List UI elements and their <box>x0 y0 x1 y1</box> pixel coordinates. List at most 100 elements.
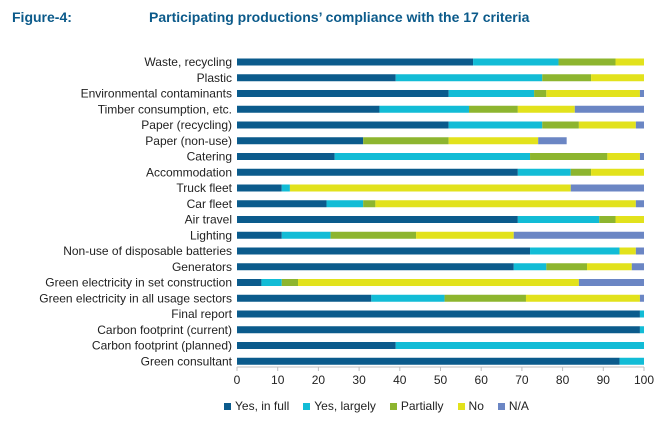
bar-segment-yes-largely <box>639 326 644 334</box>
bar-segment-partially <box>363 200 376 208</box>
category-label: Environmental contaminants <box>81 87 232 101</box>
bar-segment-partially <box>570 168 592 176</box>
bar-segment-n-a <box>578 279 644 286</box>
bar-segment-no <box>298 279 579 286</box>
bar-segment-partially <box>542 121 579 129</box>
bar-segment-partially <box>363 137 449 145</box>
category-label: Waste, recycling <box>144 55 232 69</box>
category-label: Carbon footprint (planned) <box>92 339 232 353</box>
legend-swatch <box>389 402 397 410</box>
bar-segment-no <box>578 121 636 129</box>
bar-segment-n-a <box>513 231 644 239</box>
x-tick-label: 60 <box>475 373 489 387</box>
bar-segment-yes-largely <box>261 279 282 286</box>
bar-segment-n-a <box>635 121 644 129</box>
legend-item: Partially <box>389 399 444 413</box>
bar-segment-no <box>615 216 644 223</box>
x-tick-label: 40 <box>393 373 407 387</box>
x-tick-label: 10 <box>271 373 285 387</box>
bar-segment-yes-largely <box>395 74 543 82</box>
bar-segment-no <box>619 247 636 255</box>
bar-segment-yes-in-full <box>237 247 531 255</box>
bar-segment-partially <box>530 153 608 160</box>
bar-segment-partially <box>534 90 547 97</box>
legend-swatch <box>303 402 311 410</box>
bar-segment-yes-largely <box>448 90 535 97</box>
bar-segment-n-a <box>639 294 644 302</box>
figure-label: Figure-4: <box>12 9 72 25</box>
bar-segment-no <box>525 294 640 302</box>
category-label: Lighting <box>190 228 232 242</box>
bar-segment-yes-in-full <box>237 263 514 271</box>
legend-item: Yes, largely <box>303 399 376 413</box>
x-axis: 0 10 20 30 40 50 60 70 80 90 100 <box>234 366 654 387</box>
bar-segment-partially <box>330 231 417 239</box>
bar-segment-n-a <box>635 247 644 255</box>
category-label: Carbon footprint (current) <box>97 323 232 337</box>
bar-segment-yes-in-full <box>237 231 282 239</box>
bar-segment-yes-in-full <box>237 342 396 349</box>
x-tick-label: 90 <box>597 373 611 387</box>
category-label: Paper (recycling) <box>141 118 232 132</box>
category-label: Catering <box>187 150 232 164</box>
bar-segment-n-a <box>639 90 644 97</box>
category-label: Truck fleet <box>176 181 232 195</box>
bar-segment-n-a <box>538 137 567 145</box>
bar-segment-yes-in-full <box>237 168 518 176</box>
bar-segment-no <box>615 58 644 66</box>
x-tick-label: 30 <box>352 373 366 387</box>
bar-segment-partially <box>444 294 526 302</box>
bar-segment-yes-largely <box>371 294 445 302</box>
bar-segment-yes-largely <box>517 168 571 176</box>
bar-segment-yes-largely <box>639 310 644 318</box>
bar-segment-n-a <box>570 184 644 192</box>
bar-segment-yes-largely <box>619 357 644 365</box>
bar-segment-yes-largely <box>281 231 331 239</box>
legend-item: N/A <box>497 399 529 413</box>
bar-segment-yes-in-full <box>237 326 640 334</box>
bar-segment-no <box>591 168 644 176</box>
legend-swatch <box>497 402 505 410</box>
category-label: Air travel <box>185 213 232 227</box>
x-tick-label: 70 <box>515 373 529 387</box>
bar-segment-yes-in-full <box>237 137 364 145</box>
bar-segment-partially <box>546 263 588 271</box>
category-label: Paper (non-use) <box>145 134 232 148</box>
category-label: Accommodation <box>146 165 232 179</box>
legend-label: No <box>468 399 484 413</box>
bar-segment-yes-largely <box>281 184 290 192</box>
bar-segment-yes-largely <box>395 342 644 349</box>
x-tick-label: 50 <box>434 373 448 387</box>
bar-segment-yes-in-full <box>237 58 474 66</box>
category-label: Final report <box>171 307 232 321</box>
bar-segment-yes-in-full <box>237 184 282 192</box>
category-label: Non-use of disposable batteries <box>63 244 232 258</box>
bar-segment-partially <box>599 216 616 223</box>
legend-swatch <box>457 402 465 410</box>
bar-segment-no <box>448 137 539 145</box>
legend: Yes, in full Yes, largely Partially No N/A <box>224 399 529 413</box>
legend-item: No <box>457 399 484 413</box>
bar-segment-n-a <box>574 105 644 113</box>
bar-segment-no <box>375 200 636 208</box>
legend-swatch <box>224 402 231 410</box>
bar-segment-yes-in-full <box>237 310 640 318</box>
chart-title: Participating productions’ compliance wi… <box>149 9 530 25</box>
bar-segment-yes-in-full <box>237 279 262 286</box>
bar-segment-yes-in-full <box>237 90 449 97</box>
legend-label: Partially <box>400 399 444 413</box>
bar-segment-yes-in-full <box>237 294 372 302</box>
legend-item: Yes, in full <box>224 399 289 413</box>
bar-segment-yes-in-full <box>237 216 518 223</box>
bar-segment-yes-in-full <box>237 121 449 129</box>
bar-segment-yes-largely <box>448 121 543 129</box>
category-label: Car fleet <box>187 197 233 211</box>
bar-segment-no <box>416 231 514 239</box>
bar-segment-yes-largely <box>513 263 547 271</box>
bar-segment-yes-largely <box>379 105 469 113</box>
x-tick-label: 20 <box>312 373 326 387</box>
bar-segment-n-a <box>635 200 644 208</box>
bars-group <box>237 58 644 365</box>
bar-segment-n-a <box>639 153 644 160</box>
